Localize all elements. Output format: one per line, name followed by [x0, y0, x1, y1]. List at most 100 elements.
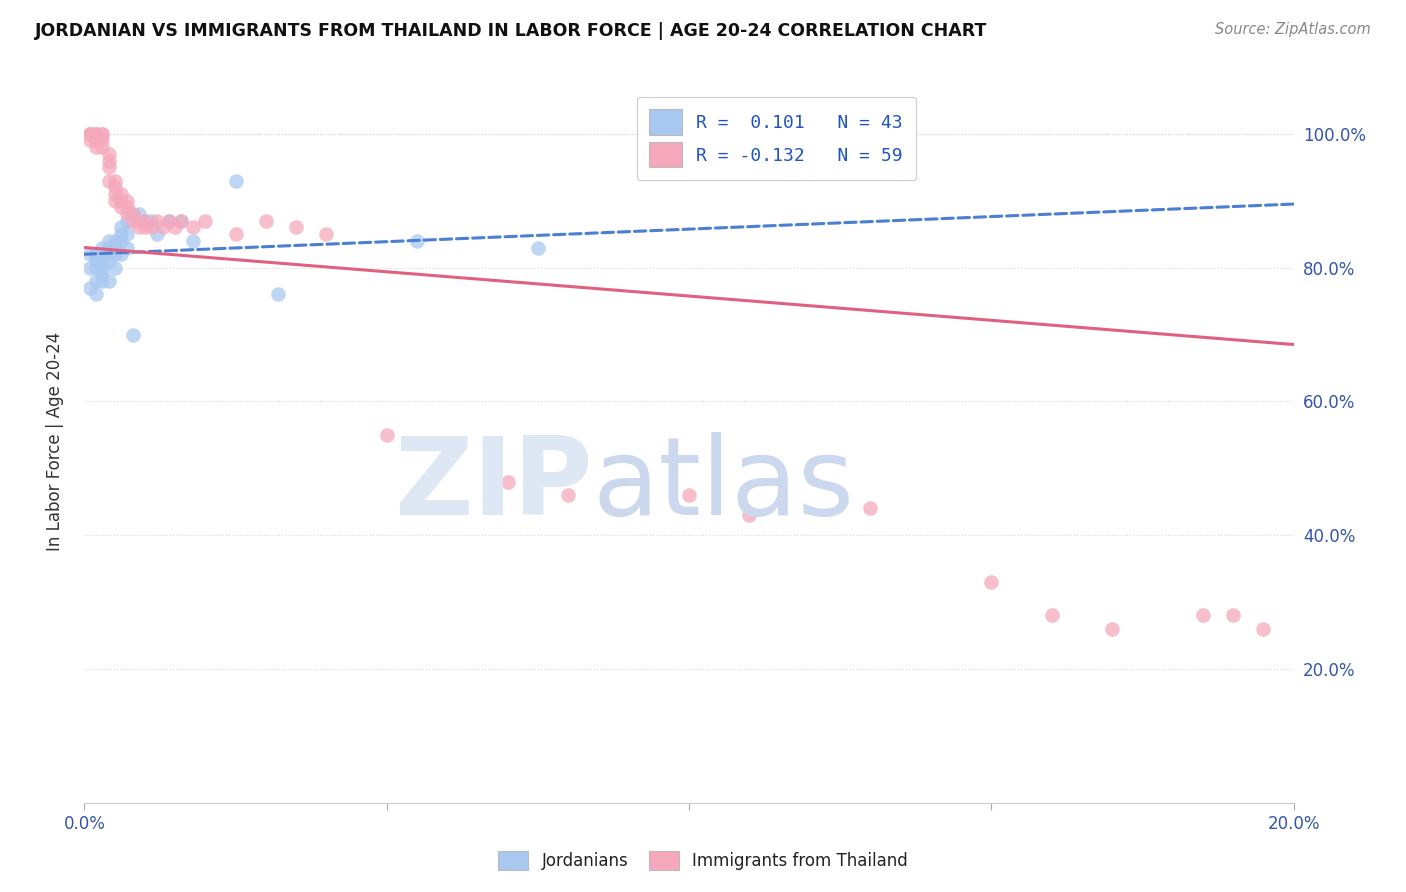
Point [128, 220, 150, 235]
Point [157, 214, 180, 228]
Point [79, 127, 101, 141]
Point [115, 207, 138, 221]
Point [406, 234, 429, 248]
Point [738, 508, 761, 523]
Point [97, 247, 120, 261]
Point [980, 575, 1002, 590]
Point [79, 127, 101, 141]
Point [121, 207, 143, 221]
Point [1192, 608, 1215, 623]
Point [86, 254, 108, 268]
Point [225, 173, 247, 188]
Point [157, 214, 180, 228]
Point [97, 234, 120, 248]
Point [91, 260, 114, 275]
Point [181, 220, 204, 235]
Point [104, 241, 127, 255]
Point [315, 227, 337, 242]
Point [859, 501, 882, 516]
Point [91, 247, 114, 261]
Point [110, 220, 132, 235]
Point [285, 220, 308, 235]
Point [1253, 622, 1275, 636]
Point [86, 260, 108, 275]
Point [115, 227, 138, 242]
Point [110, 201, 132, 215]
Point [128, 214, 150, 228]
Point [146, 214, 169, 228]
Point [91, 254, 114, 268]
Point [104, 173, 127, 188]
Point [104, 194, 127, 208]
Point [79, 127, 101, 141]
Text: atlas: atlas [592, 432, 855, 538]
Point [91, 127, 114, 141]
Point [97, 254, 120, 268]
Point [436, 442, 458, 455]
Point [115, 194, 138, 208]
Point [181, 234, 204, 248]
Point [79, 134, 101, 148]
Point [1040, 608, 1063, 623]
Text: JORDANIAN VS IMMIGRANTS FROM THAILAND IN LABOR FORCE | AGE 20-24 CORRELATION CHA: JORDANIAN VS IMMIGRANTS FROM THAILAND IN… [35, 22, 987, 40]
Point [375, 427, 398, 442]
Point [1101, 622, 1123, 636]
Legend: Jordanians, Immigrants from Thailand: Jordanians, Immigrants from Thailand [492, 844, 914, 877]
Point [97, 241, 120, 255]
Point [557, 488, 579, 502]
Point [91, 241, 114, 255]
Point [1222, 608, 1244, 623]
Point [134, 220, 156, 235]
Point [91, 274, 114, 288]
Point [91, 127, 114, 141]
Point [267, 287, 290, 301]
Point [134, 214, 156, 228]
Point [165, 220, 187, 235]
Point [152, 220, 174, 235]
Point [170, 214, 193, 228]
Point [225, 227, 247, 242]
Point [134, 214, 156, 228]
Point [97, 173, 120, 188]
Point [79, 260, 101, 275]
Point [121, 327, 143, 342]
Point [86, 127, 108, 141]
Point [86, 134, 108, 148]
Point [79, 281, 101, 295]
Point [115, 214, 138, 228]
Point [104, 187, 127, 202]
Point [79, 247, 101, 261]
Point [678, 488, 700, 502]
Point [86, 127, 108, 141]
Point [128, 207, 150, 221]
Point [110, 187, 132, 202]
Legend: R =  0.101   N = 43, R = -0.132   N = 59: R = 0.101 N = 43, R = -0.132 N = 59 [637, 96, 915, 180]
Point [194, 214, 217, 228]
Point [86, 127, 108, 141]
Point [110, 194, 132, 208]
Point [104, 247, 127, 261]
Point [97, 161, 120, 175]
Y-axis label: In Labor Force | Age 20-24: In Labor Force | Age 20-24 [45, 332, 63, 551]
Point [104, 180, 127, 194]
Point [527, 241, 550, 255]
Point [496, 475, 519, 489]
Point [115, 201, 138, 215]
Point [97, 147, 120, 161]
Point [86, 140, 108, 154]
Point [121, 207, 143, 221]
Text: ZIP: ZIP [394, 432, 592, 538]
Point [146, 227, 169, 242]
Point [115, 241, 138, 255]
Point [86, 274, 108, 288]
Point [139, 214, 162, 228]
Point [104, 260, 127, 275]
Point [86, 247, 108, 261]
Point [86, 287, 108, 301]
Point [79, 127, 101, 141]
Point [110, 234, 132, 248]
Point [104, 234, 127, 248]
Point [91, 268, 114, 282]
Text: Source: ZipAtlas.com: Source: ZipAtlas.com [1215, 22, 1371, 37]
Point [254, 214, 277, 228]
